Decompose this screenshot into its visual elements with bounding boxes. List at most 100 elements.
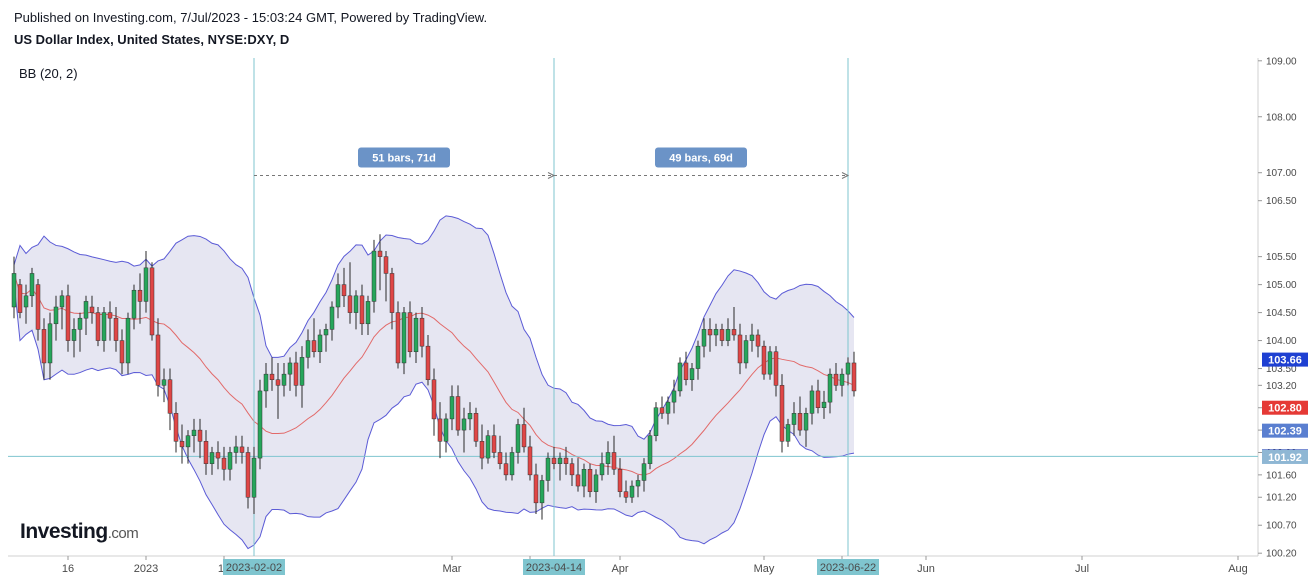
candle-body[interactable] (311, 340, 317, 353)
candle-body[interactable] (377, 250, 383, 257)
candle-body[interactable] (305, 340, 311, 358)
candle-body[interactable] (605, 452, 611, 464)
candle-body[interactable] (317, 334, 323, 353)
candle-body[interactable] (389, 273, 395, 313)
candle-body[interactable] (203, 441, 209, 464)
candle-body[interactable] (491, 435, 497, 453)
candle-body[interactable] (407, 312, 413, 353)
candle-body[interactable] (731, 329, 737, 336)
candle-body[interactable] (83, 301, 89, 319)
candle-body[interactable] (269, 373, 275, 380)
candle-body[interactable] (209, 452, 215, 464)
candle-body[interactable] (455, 396, 461, 431)
candle-body[interactable] (797, 413, 803, 431)
candle-body[interactable] (545, 457, 551, 481)
candle-body[interactable] (575, 474, 581, 487)
candle-body[interactable] (497, 452, 503, 464)
candle-body[interactable] (713, 329, 719, 336)
candle-body[interactable] (623, 491, 629, 498)
candle-body[interactable] (689, 368, 695, 380)
candle-body[interactable] (335, 284, 341, 308)
candle-body[interactable] (197, 429, 203, 442)
candle-body[interactable] (587, 469, 593, 492)
candle-body[interactable] (227, 452, 233, 470)
candle-body[interactable] (329, 306, 335, 330)
candle-body[interactable] (683, 362, 689, 380)
candle-body[interactable] (761, 345, 767, 375)
candle-body[interactable] (629, 485, 635, 498)
candle-body[interactable] (215, 452, 221, 459)
candle-body[interactable] (149, 267, 155, 336)
candle-body[interactable] (821, 401, 827, 408)
candle-body[interactable] (827, 373, 833, 403)
candle-body[interactable] (599, 463, 605, 476)
candle-body[interactable] (737, 334, 743, 364)
candle-body[interactable] (851, 362, 857, 392)
candle-body[interactable] (173, 413, 179, 442)
candle-body[interactable] (701, 329, 707, 347)
candle-body[interactable] (749, 334, 755, 341)
candle-body[interactable] (779, 385, 785, 442)
candle-body[interactable] (275, 379, 281, 386)
candle-body[interactable] (401, 312, 407, 364)
candle-body[interactable] (467, 413, 473, 420)
candle-body[interactable] (833, 373, 839, 386)
candle-body[interactable] (563, 457, 569, 464)
candle-body[interactable] (473, 413, 479, 442)
candle-body[interactable] (239, 446, 245, 453)
candle-body[interactable] (653, 407, 659, 436)
candle-body[interactable] (515, 424, 521, 453)
candle-body[interactable] (503, 463, 509, 476)
candle-body[interactable] (845, 362, 851, 375)
candle-body[interactable] (221, 457, 227, 470)
candle-body[interactable] (23, 295, 29, 308)
candle-body[interactable] (365, 301, 371, 325)
candle-body[interactable] (179, 441, 185, 448)
candle-body[interactable] (359, 295, 365, 325)
candle-body[interactable] (65, 295, 71, 341)
candle-body[interactable] (353, 295, 359, 313)
candle-body[interactable] (509, 452, 515, 476)
candle-body[interactable] (245, 452, 251, 498)
candle-body[interactable] (11, 273, 17, 308)
candle-body[interactable] (347, 295, 353, 313)
candle-body[interactable] (125, 317, 131, 364)
candle-body[interactable] (113, 317, 119, 341)
candle-body[interactable] (647, 435, 653, 464)
candle-body[interactable] (425, 345, 431, 380)
candle-body[interactable] (371, 250, 377, 302)
candle-body[interactable] (665, 401, 671, 414)
candle-body[interactable] (755, 334, 761, 347)
candle-body[interactable] (539, 480, 545, 504)
candle-body[interactable] (671, 390, 677, 403)
candle-body[interactable] (299, 357, 305, 386)
candle-body[interactable] (767, 351, 773, 375)
indicator-label[interactable]: BB (20, 2) (19, 66, 78, 81)
candle-body[interactable] (557, 457, 563, 464)
candle-body[interactable] (725, 329, 731, 341)
candle-body[interactable] (485, 435, 491, 459)
candle-body[interactable] (449, 396, 455, 420)
candle-body[interactable] (479, 441, 485, 459)
candle-body[interactable] (119, 340, 125, 364)
candle-body[interactable] (461, 418, 467, 431)
candle-body[interactable] (137, 289, 143, 302)
candle-body[interactable] (233, 446, 239, 453)
candle-body[interactable] (413, 317, 419, 353)
candle-body[interactable] (89, 306, 95, 313)
candle-body[interactable] (59, 295, 65, 308)
candle-body[interactable] (611, 452, 617, 470)
candle-body[interactable] (263, 373, 269, 392)
candle-body[interactable] (287, 362, 293, 375)
candle-body[interactable] (161, 379, 167, 386)
candle-body[interactable] (383, 256, 389, 274)
candle-body[interactable] (341, 284, 347, 297)
candle-body[interactable] (533, 474, 539, 504)
candle-body[interactable] (581, 469, 587, 487)
candle-body[interactable] (743, 340, 749, 364)
candle-body[interactable] (707, 329, 713, 336)
candle-body[interactable] (107, 312, 113, 319)
candle-body[interactable] (617, 469, 623, 492)
candle-body[interactable] (257, 390, 263, 459)
